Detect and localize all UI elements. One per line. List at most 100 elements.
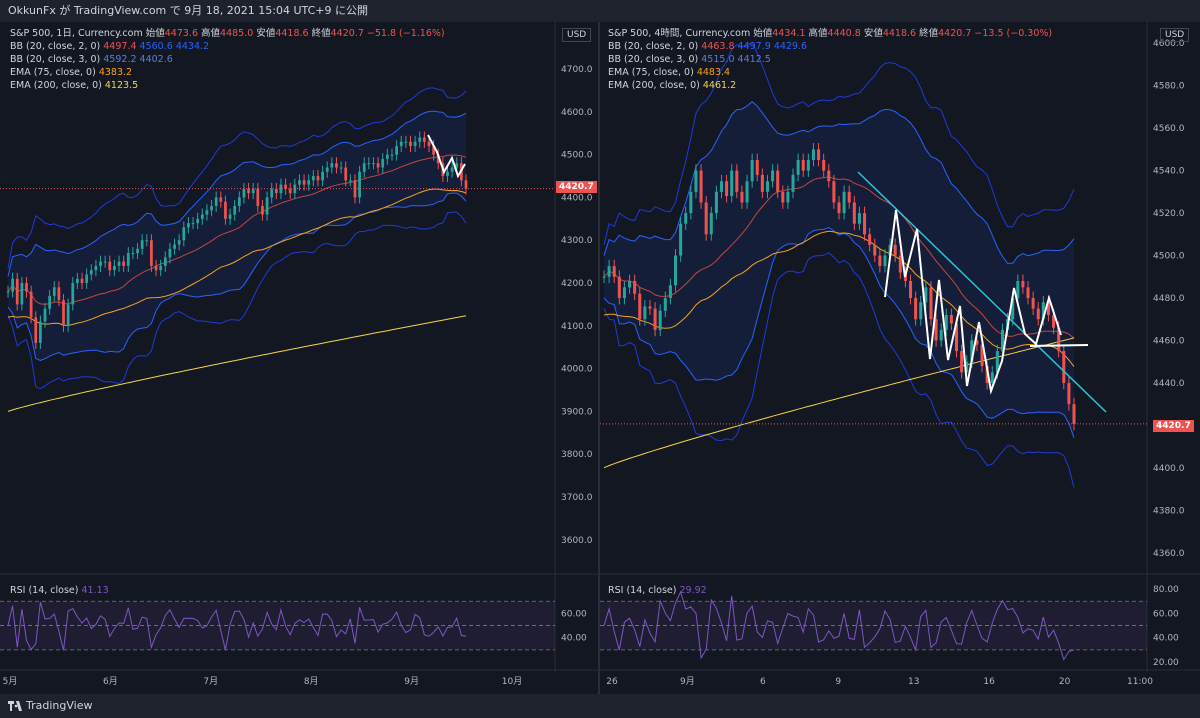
candle-body [612, 266, 616, 277]
price-axis-label: 4360.0 [1153, 549, 1185, 559]
candle-body [980, 344, 984, 366]
bb2-lower-line [603, 226, 1075, 438]
candle-body [381, 158, 385, 168]
left-legend-ohlc: S&P 500, 1日, Currency.com 始値4473.6 高値448… [10, 27, 445, 40]
candle-body [919, 302, 923, 320]
candle-body [832, 181, 836, 203]
candle-body [455, 163, 459, 168]
bb-basis-line [603, 176, 1075, 339]
candle-body [321, 171, 324, 181]
candle-body [274, 188, 278, 194]
candle-body [725, 181, 729, 197]
left-bb1-row: BB (20, close, 2, 0) 4497.4 4560.6 4434.… [10, 40, 445, 53]
candle-body [464, 180, 468, 189]
right-legend-title: S&P 500, 4時間, Currency.com [608, 28, 751, 39]
price-axis-label: 4000.0 [561, 365, 593, 375]
left-chart-panel: 4700.0 4600.0 4500.0 4400.0 4300.0 4200.0 4100… [0, 22, 598, 694]
rsi-line [7, 601, 467, 651]
candle-body [39, 321, 42, 343]
left-bb2-v2: 4402.6 [139, 54, 173, 65]
left-rsi-legend: RSI (14, close) 41.13 [10, 584, 109, 597]
candle-body [376, 163, 380, 168]
candle-body [1000, 329, 1004, 352]
price-axis-label: 4100.0 [561, 322, 593, 332]
right-chart-svg: 4600.0 4580.0 4560.0 4540.0 4520.0 4500.0 4480… [600, 22, 1200, 687]
time-axis-label: 6月 [103, 676, 118, 687]
ema200-line [7, 315, 467, 412]
bb3-lower-line [603, 252, 1075, 488]
candle-body [330, 163, 334, 168]
candle-body [730, 170, 734, 197]
panel-divider[interactable] [598, 22, 600, 694]
candle-body [233, 206, 237, 215]
candle-body [648, 306, 652, 309]
candle-body [191, 223, 195, 225]
neckline-drawing [1029, 344, 1089, 347]
candle-body [960, 351, 964, 373]
right-bb1-row: BB (20, close, 2, 0) 4463.8 4497.9 4429.… [608, 40, 1052, 53]
time-axis-label: 7月 [203, 676, 218, 687]
left-currency-button[interactable]: USD [562, 28, 592, 42]
time-axis-label: 9月 [404, 676, 419, 687]
candle-body [108, 261, 112, 271]
candle-body [265, 197, 269, 215]
candle-body [842, 191, 846, 214]
candle-body [6, 291, 10, 293]
left-bb2-v1: 4592.2 [103, 54, 137, 65]
candle-body [924, 287, 928, 303]
ema75-line [7, 188, 467, 327]
candle-body [270, 188, 274, 198]
candle-body [145, 240, 149, 242]
candle-body [1046, 302, 1050, 315]
right-currency-button[interactable]: USD [1160, 28, 1190, 42]
price-axis-label: 4560.0 [1153, 124, 1185, 134]
left-low: 4418.6 [275, 28, 309, 39]
time-axis-label: 10月 [502, 676, 522, 687]
candle-body [237, 197, 241, 206]
price-axis-label: 4300.0 [561, 236, 593, 246]
right-high-label: 高値 [808, 28, 828, 39]
candle-body [395, 146, 398, 155]
right-legend: S&P 500, 4時間, Currency.com 始値4434.1 高値44… [608, 27, 1052, 92]
candle-body [750, 160, 754, 182]
left-legend: S&P 500, 1日, Currency.com 始値4473.6 高値448… [10, 27, 445, 92]
left-ema75-row: EMA (75, close, 0) 4383.2 [10, 66, 445, 79]
candle-body [66, 304, 70, 326]
candle-body [219, 197, 223, 202]
candle-body [450, 167, 454, 172]
candle-body [760, 174, 764, 192]
candle-body [699, 170, 703, 203]
candle-body [771, 170, 775, 182]
candle-body [909, 281, 913, 298]
bb3-upper-line [7, 87, 467, 269]
bb2-upper-line [603, 101, 1075, 264]
candle-body [210, 206, 213, 211]
right-open-label: 始値 [753, 28, 773, 39]
candle-body [740, 191, 744, 203]
candle-body [279, 184, 283, 194]
candle-body [929, 287, 933, 320]
zigzag-drawing [884, 209, 1062, 395]
candle-body [358, 171, 361, 198]
price-axis-label: 4200.0 [561, 279, 593, 289]
candle-body [205, 210, 209, 215]
price-axis-label: 4700.0 [561, 65, 593, 75]
candle-body [934, 319, 938, 341]
footer-brand: TradingView [26, 699, 93, 712]
candle-body [85, 274, 89, 284]
candle-body [1062, 351, 1066, 383]
left-bb2-row: BB (20, close, 3, 0) 4592.2 4402.6 [10, 53, 445, 66]
candle-body [679, 223, 683, 256]
publish-header: OkkunFx が TradingView.com で 9月 18, 2021 … [0, 0, 1200, 22]
left-high: 4485.0 [220, 28, 254, 39]
candle-body [34, 317, 38, 343]
right-last-price-tag: 4420.7 [1153, 420, 1194, 432]
candle-body [714, 191, 718, 214]
candle-body [422, 137, 426, 142]
candle-body [11, 278, 15, 292]
candle-body [995, 351, 999, 373]
candle-body [409, 141, 412, 147]
time-axis-label: 13 [908, 677, 919, 687]
price-axis-label: 3700.0 [561, 493, 593, 503]
candle-body [633, 281, 637, 294]
